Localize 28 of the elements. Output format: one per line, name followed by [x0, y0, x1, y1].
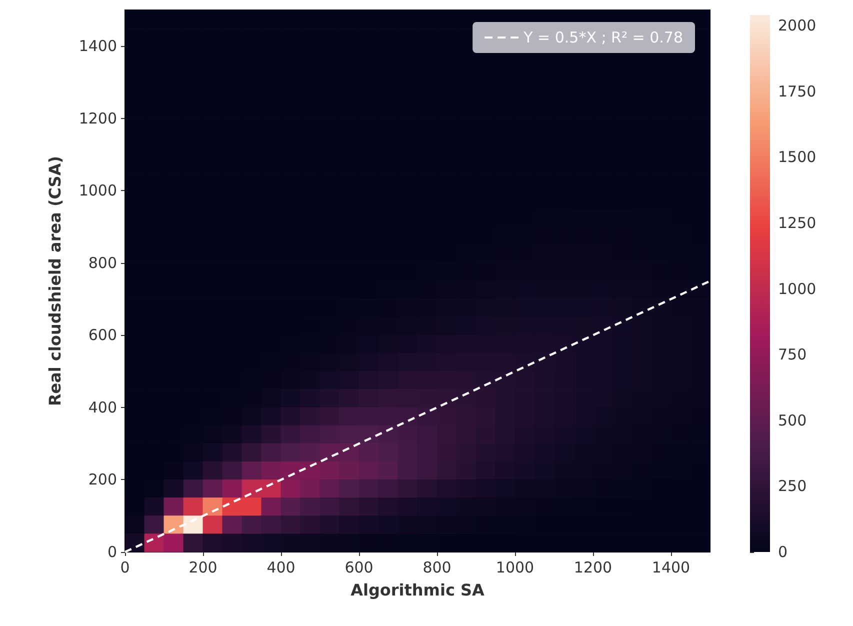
color-bar-label: 1500: [778, 148, 816, 166]
x-tick-label: 400: [266, 558, 296, 576]
color-bar-label: 1250: [778, 214, 816, 232]
y-tick-label: 0: [107, 543, 117, 561]
x-tick-label: 1200: [574, 558, 612, 576]
color-bar-label: 250: [778, 477, 807, 496]
color-bar-label: 0: [778, 543, 788, 561]
y-tick-label: 600: [88, 326, 117, 344]
y-tick-label: 200: [88, 470, 117, 489]
x-tick-label: 0: [120, 558, 130, 576]
x-tick-label: 1000: [496, 558, 534, 576]
x-tick-label: 200: [188, 558, 218, 576]
y-tick-label: 1200: [78, 109, 117, 128]
y-tick-label: 1400: [78, 37, 117, 56]
color-bar-label: 1000: [778, 280, 816, 298]
color-bar-label: 500: [778, 411, 807, 430]
x-tick-label: 800: [422, 558, 452, 576]
x-axis-title: Algorithmic SA: [350, 580, 486, 600]
y-tick-label: 1000: [78, 182, 117, 200]
x-tick-label: 600: [344, 558, 374, 576]
y-tick-label: 400: [88, 398, 117, 416]
y-tick-label: 800: [88, 254, 117, 272]
x-tick-label: 1400: [652, 558, 690, 576]
text: Y = 0.5*X ; R² = 0.78: [522, 28, 684, 46]
y-axis-title: Real cloudshield area (CSA): [46, 156, 64, 406]
color-bar-label: 1750: [778, 82, 816, 100]
color-bar-label: 750: [778, 346, 807, 364]
color-bar-label: 2000: [778, 16, 816, 35]
